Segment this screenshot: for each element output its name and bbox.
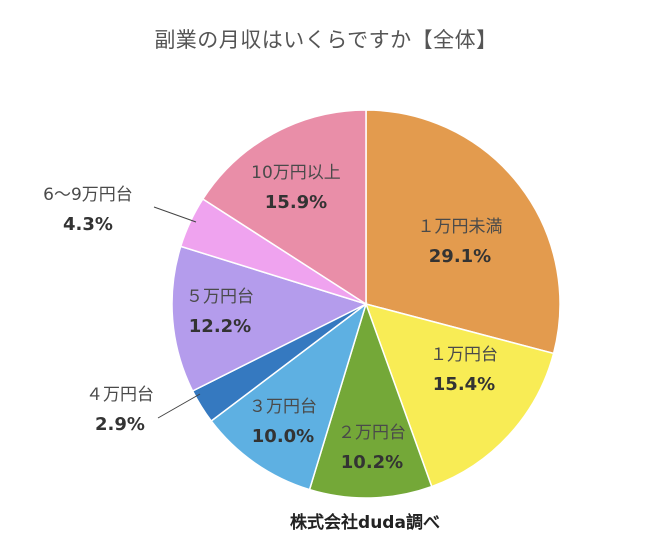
leader-line (153, 206, 197, 223)
leader-line (157, 393, 201, 419)
slice-label: ４万円台 (86, 385, 154, 405)
slice-value-label: 15.4% (433, 374, 495, 395)
slice-value-label: 10.2% (341, 452, 403, 473)
slice-value-label: 29.1% (429, 246, 491, 267)
slice-value-label: 2.9% (95, 414, 145, 435)
slice-value-label: 4.3% (63, 214, 113, 235)
pie-slice (308, 301, 433, 499)
pie-slice (365, 109, 561, 355)
slice-value-label: 10.0% (252, 426, 314, 447)
slice-label: ３万円台 (249, 397, 317, 417)
chart-title: 副業の月収はいくらですか【全体】 (154, 28, 498, 52)
slice-label: １万円未満 (418, 217, 503, 237)
slice-label: 10万円以上 (251, 163, 341, 183)
slice-label: ２万円台 (338, 423, 406, 443)
chart-source: 株式会社duda調べ (290, 513, 440, 533)
pie-slice (210, 302, 368, 491)
pie-slice (364, 302, 555, 488)
pie-slice (171, 245, 368, 392)
slice-value-label: 12.2% (189, 316, 251, 337)
slice-label: ５万円台 (186, 287, 254, 307)
slice-label: １万円台 (430, 345, 498, 365)
pie-slice (201, 109, 367, 306)
slice-label: 6～9万円台 (43, 185, 133, 205)
slice-value-label: 15.9% (265, 192, 327, 213)
